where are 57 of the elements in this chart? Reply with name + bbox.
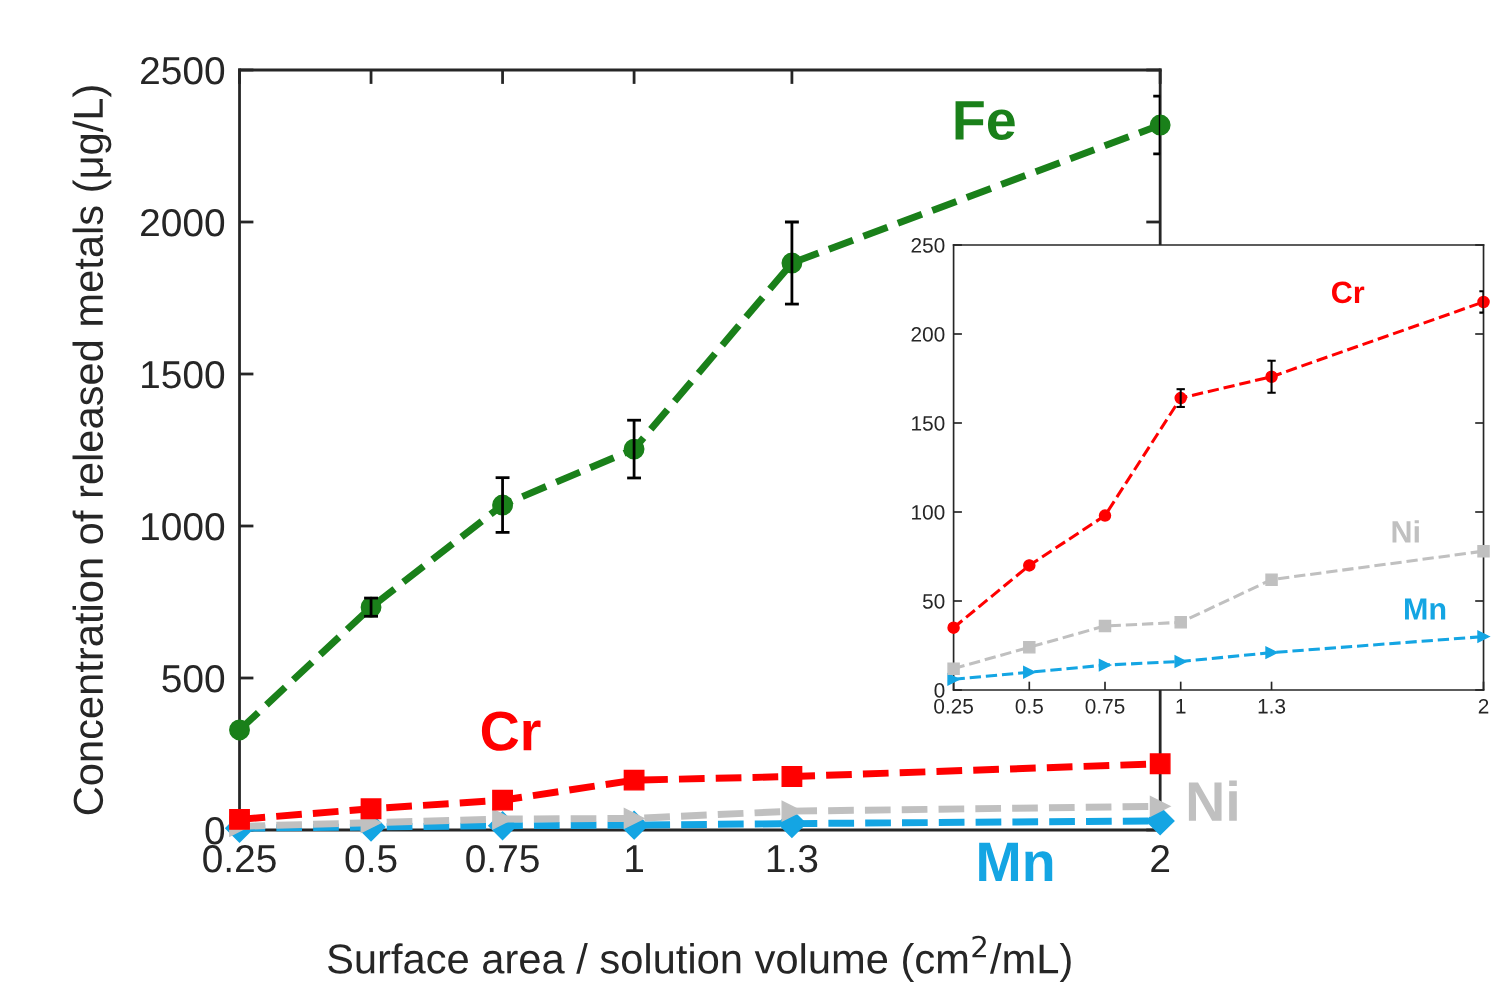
y-tick-label: 150 xyxy=(912,416,945,431)
point xyxy=(1023,665,1036,679)
x-tick-label: 0.25 xyxy=(934,698,973,714)
x-tick-label: 0.75 xyxy=(1085,698,1125,714)
y-tick-label: 1000 xyxy=(142,512,225,541)
x-tick-label: 1.3 xyxy=(1258,698,1286,714)
point xyxy=(947,673,960,686)
point xyxy=(360,798,382,820)
x-tick-label: 0.5 xyxy=(1015,698,1043,714)
y-tick-label: 250 xyxy=(911,238,945,253)
point xyxy=(492,789,513,811)
point xyxy=(947,621,960,634)
y-tick-label: 50 xyxy=(922,594,945,609)
x-axis-title: Surface area / solution volume (cm$^{2}$/mL) xyxy=(327,935,1071,982)
series-label: Mn xyxy=(979,842,1053,882)
series-label: Mn xyxy=(1405,598,1446,620)
y-tick-label: 1500 xyxy=(142,360,225,389)
point xyxy=(1149,795,1171,817)
y-tick-label: 0 xyxy=(934,683,945,698)
y-tick-label: 2500 xyxy=(141,56,225,85)
y-tick-label: 0 xyxy=(205,816,225,845)
x-tick-label: 1 xyxy=(626,845,643,873)
point xyxy=(1023,641,1036,654)
point xyxy=(1265,646,1278,659)
point xyxy=(1098,658,1112,672)
y-tick-label: 500 xyxy=(162,664,225,693)
series-label: Ni xyxy=(1188,780,1237,821)
x-tick-label: 0.75 xyxy=(466,844,539,873)
point xyxy=(1098,509,1112,522)
series-label: Cr xyxy=(1332,281,1365,304)
point xyxy=(1477,630,1490,643)
point xyxy=(229,719,250,741)
point xyxy=(1149,753,1171,775)
point xyxy=(1149,114,1171,136)
point xyxy=(1174,616,1187,629)
series-label: Ni xyxy=(1392,520,1419,543)
point xyxy=(1023,559,1036,572)
point xyxy=(1174,655,1187,668)
series-label: Cr xyxy=(481,711,541,751)
x-tick-label: 0.5 xyxy=(345,844,397,873)
y-tick-label: 200 xyxy=(911,327,945,342)
x-tick-label: 0.25 xyxy=(203,844,276,873)
point xyxy=(947,662,960,675)
x-tick-label: 1 xyxy=(1176,699,1186,714)
y-tick-label: 2000 xyxy=(141,208,225,237)
point xyxy=(1098,619,1112,633)
series-label: Fe xyxy=(955,101,1015,140)
point xyxy=(623,769,645,791)
x-tick-label: 2 xyxy=(1478,698,1489,714)
y-tick-label: 100 xyxy=(912,505,945,520)
point xyxy=(1477,544,1490,558)
point xyxy=(229,808,250,830)
point xyxy=(1265,573,1278,586)
y-axis-title: Concentration of released metals (μg/L) xyxy=(72,86,112,815)
x-tick-label: 2 xyxy=(1151,844,1170,873)
x-tick-label: 1.3 xyxy=(767,844,818,873)
point xyxy=(781,766,803,787)
